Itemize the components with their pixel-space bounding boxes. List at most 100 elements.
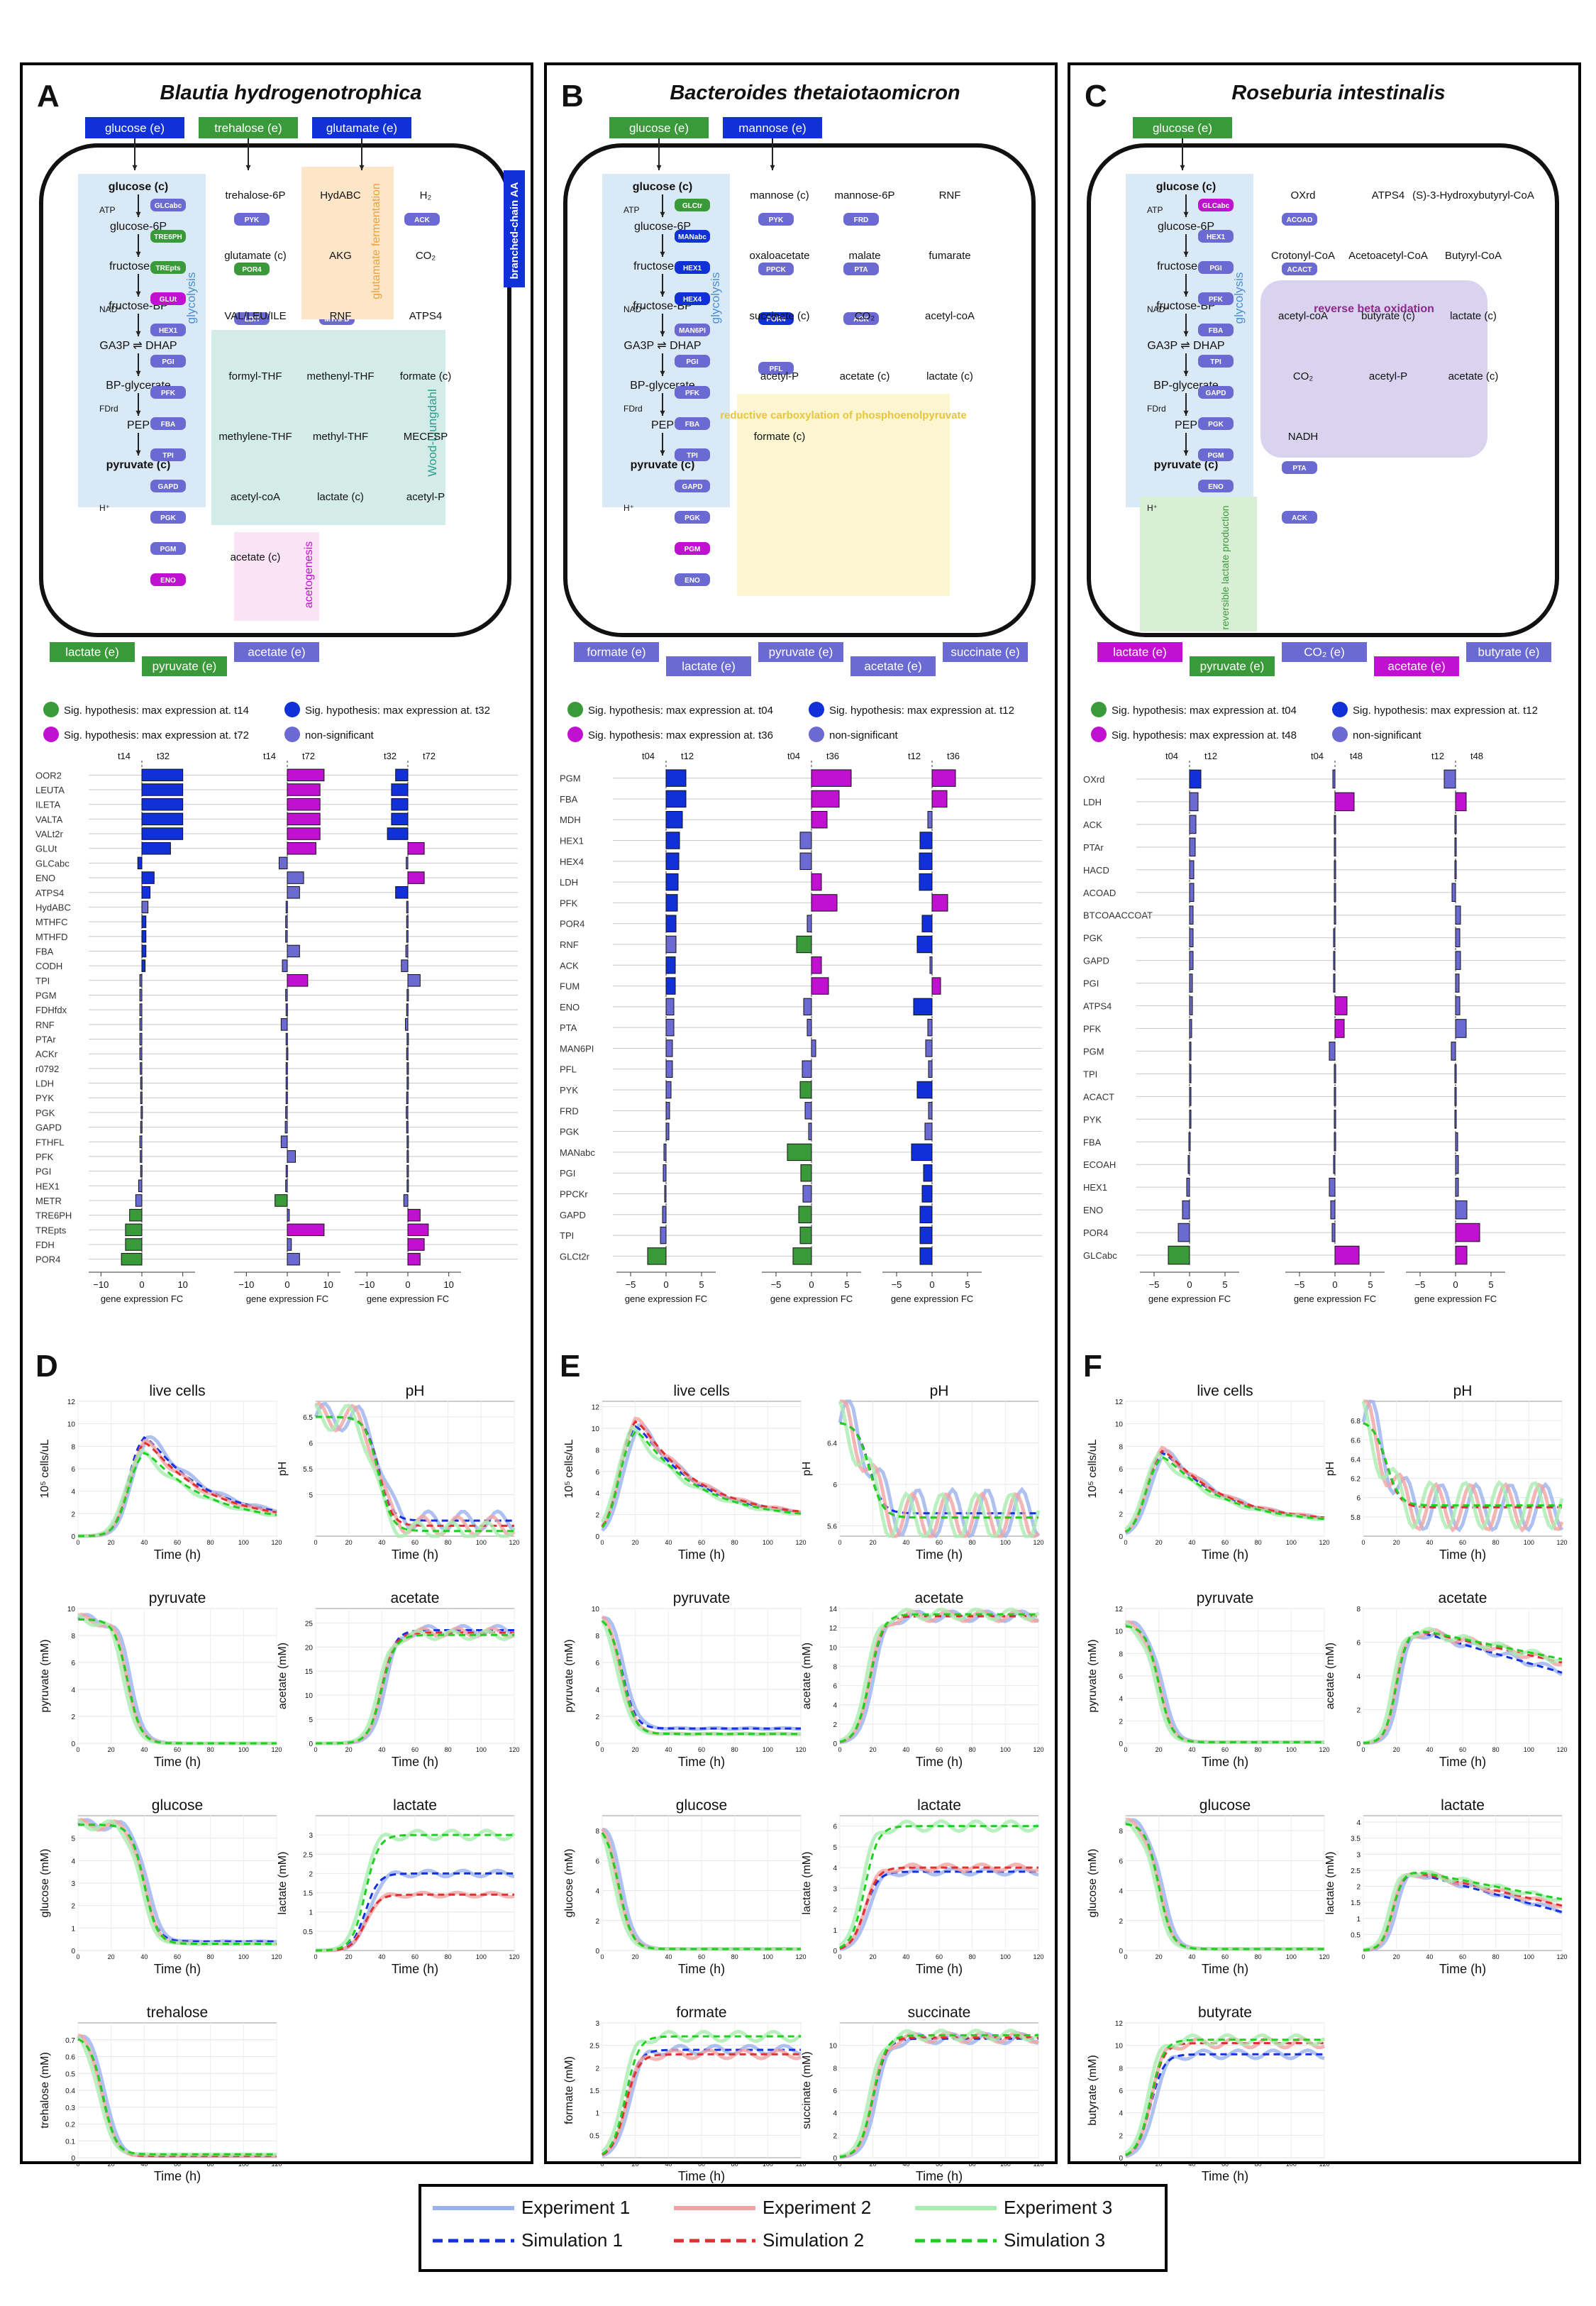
fc-bar: [1334, 1019, 1345, 1038]
fc-bar: [802, 1185, 812, 1203]
fc-bar: [406, 1076, 409, 1090]
fc-bar: [664, 1185, 667, 1203]
fc-tick-label: −5: [1149, 1279, 1160, 1290]
x-tick-label: 100: [1000, 2161, 1011, 2168]
enzyme-badge-bg: [1198, 199, 1234, 211]
fc-bar: [407, 842, 425, 855]
fc-tick-label: 5: [699, 1279, 704, 1290]
gene-label: PYK: [560, 1085, 578, 1096]
x-tick-label: 120: [1033, 2161, 1043, 2168]
fc-bar: [287, 768, 325, 782]
fc-bar: [406, 1003, 409, 1016]
y-tick-label: 12: [1115, 1606, 1124, 1613]
fc-axis-label: gene expression FC: [770, 1293, 853, 1304]
fc-bar: [1189, 837, 1196, 857]
x-tick-label: 80: [731, 1953, 738, 1960]
enzyme-badge-label: PGI: [162, 358, 174, 366]
fc-bar: [1455, 1019, 1467, 1038]
fc-bar: [140, 1106, 143, 1119]
fc-bar: [931, 790, 948, 808]
x-tick-label: 40: [902, 1539, 909, 1546]
metabolite: CO₂: [416, 250, 436, 262]
fc-axis-label: gene expression FC: [101, 1293, 183, 1304]
y-axis-label: butyrate (mM): [1087, 2055, 1099, 2126]
timepoint-label: t48: [1350, 751, 1363, 761]
enzyme-badge-label: GLCabc: [1202, 202, 1230, 210]
enzyme-badge-bg: [675, 542, 710, 555]
fc-bar: [665, 935, 677, 954]
fc-bar: [139, 988, 143, 1002]
x-tick-label: 0: [314, 1746, 317, 1753]
fc-bar: [287, 827, 321, 840]
y-tick-label: 8: [1356, 1606, 1361, 1613]
enzyme-badge: PGK: [150, 511, 186, 524]
enzyme-badge: ACK: [1282, 511, 1317, 524]
metabolite: pyruvate (c): [1154, 459, 1219, 471]
fc-bar: [406, 900, 409, 914]
gene-label: POR4: [560, 919, 584, 929]
external-metabolite-out: acetate (e): [234, 642, 319, 662]
y-tick-label: 4: [595, 1888, 599, 1896]
fc-bar: [1455, 973, 1460, 993]
metabolite: acetyl-P: [1369, 370, 1407, 382]
y-tick-label: 1: [595, 2110, 599, 2118]
enzyme-badge-label: ACACT: [1287, 266, 1312, 274]
fc-tick-label: 0: [663, 1279, 668, 1290]
external-metabolite-out-label: CO₂ (e): [1304, 646, 1345, 659]
gene-label: MDH: [560, 815, 581, 825]
x-tick-label: 60: [936, 1746, 943, 1753]
enzyme-badge: ACK: [843, 312, 879, 325]
enzyme-badge: TPI: [150, 448, 186, 461]
arrow-head: [1183, 450, 1189, 456]
fc-bar: [1455, 905, 1461, 925]
x-tick-label: 120: [795, 1746, 806, 1753]
fc-bar: [1455, 1200, 1468, 1220]
metabolite: butyrate (c): [1361, 310, 1415, 322]
legend-exp-label: Experiment 2: [763, 2197, 871, 2218]
x-tick-label: 100: [238, 2161, 249, 2168]
y-tick-label: 0.5: [65, 2070, 75, 2078]
timepoint-label: t12: [1204, 751, 1217, 761]
enzyme-badge-bg: [1198, 324, 1234, 336]
fc-bar: [919, 852, 933, 871]
legend-swatch: [1091, 727, 1107, 742]
x-tick-label: 60: [1221, 1953, 1229, 1960]
y-tick-label: 6: [71, 1660, 75, 1667]
fc-bar: [1455, 1154, 1459, 1174]
bar-charts: OXrd LDH ACK PTAr HACD ACOAD BTCOAACCOAT PGK GAP…: [1083, 751, 1565, 1304]
fc-bar: [406, 856, 409, 870]
cofactor: FDrd: [624, 404, 643, 414]
metabolite: CO₂: [1293, 370, 1314, 382]
external-metabolite-out: pyruvate (e): [142, 656, 227, 676]
legend-label: Sig. hypothesis: max expression at. t36: [588, 729, 773, 741]
external-metabolite-out-bg: [666, 656, 751, 676]
panel-frame-1: [544, 62, 1058, 2164]
simulation-line: [1125, 1455, 1325, 1533]
metabolite: GA3P ⇌ DHAP: [99, 340, 177, 352]
fc-bar: [139, 1018, 143, 1031]
enzyme-badge-label: PGI: [686, 358, 698, 366]
legend-swatch: [43, 702, 59, 717]
enzyme-badge-bg: [150, 261, 186, 274]
metabolite: OXrd: [1290, 189, 1315, 202]
y-tick-label: 1.5: [589, 2087, 599, 2095]
enzyme-badge-label: PTA: [854, 266, 868, 274]
x-axis-label: Time (h): [678, 1755, 725, 1769]
pathway-label: glycolysis: [184, 272, 198, 324]
y-tick-label: 6.6: [1351, 1437, 1361, 1445]
enzyme-badge-label: ACK: [853, 316, 869, 324]
x-tick-label: 0: [1361, 1539, 1365, 1546]
y-tick-label: 8: [1119, 1443, 1123, 1451]
enzyme-badge: PGI: [675, 355, 710, 368]
enzyme-badge-bg: [150, 480, 186, 492]
metabolite: glucose (c): [633, 181, 692, 193]
x-tick-label: 100: [1286, 1539, 1297, 1546]
legend-label: Sig. hypothesis: max expression at. t32: [305, 705, 490, 717]
cofactor: FDrd: [99, 404, 118, 414]
legend-label: Sig. hypothesis: max expression at. t12: [829, 705, 1014, 717]
enzyme-badge-bg: [150, 292, 186, 305]
x-tick-label: 100: [1286, 1953, 1297, 1960]
x-tick-label: 20: [1393, 1539, 1400, 1546]
external-metabolite-out-label: lactate (e): [1113, 646, 1167, 659]
arrow-head: [1183, 291, 1189, 297]
